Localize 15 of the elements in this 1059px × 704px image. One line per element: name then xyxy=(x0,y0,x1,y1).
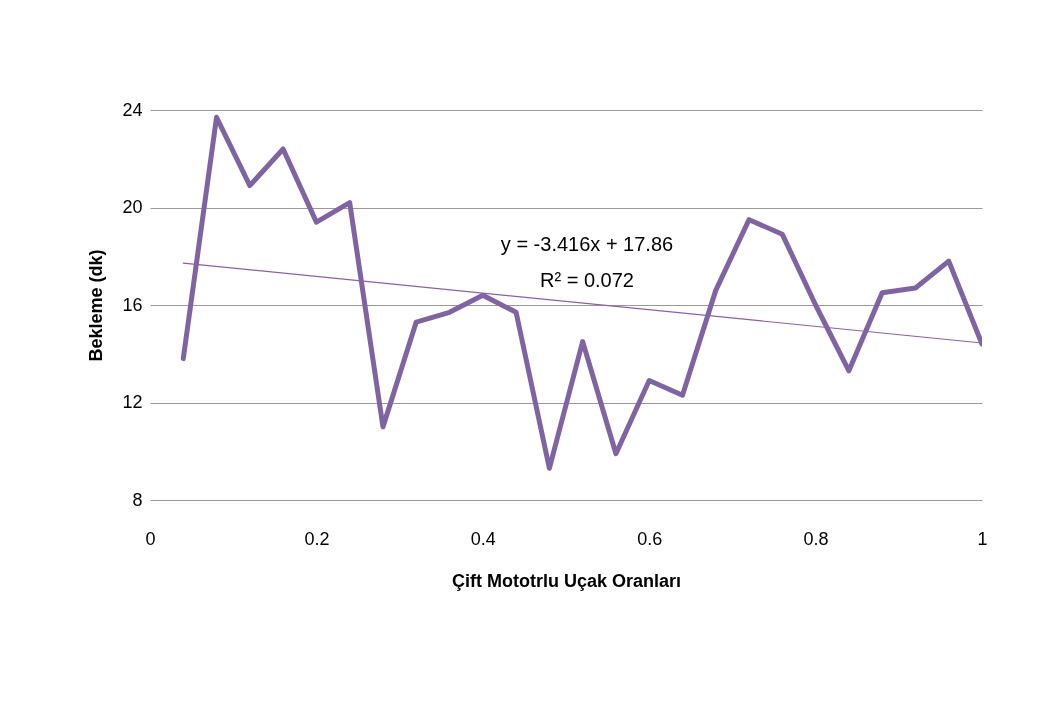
x-tick-label: 1 xyxy=(977,528,988,549)
x-tick-label: 0.8 xyxy=(803,528,829,549)
y-tick-label: 16 xyxy=(122,294,143,315)
x-tick-label: 0 xyxy=(145,528,156,549)
x-tick-label: 0.2 xyxy=(304,528,330,549)
x-tick-label: 0.4 xyxy=(470,528,496,549)
y-tick-label: 20 xyxy=(122,197,143,217)
y-tick-label: 8 xyxy=(132,489,143,510)
annotation: R² = 0.072 xyxy=(540,269,634,291)
y-axis-title: Bekleme (dk) xyxy=(86,249,107,362)
x-tick-label: 0.6 xyxy=(637,528,663,549)
annotation: y = -3.416x + 17.86 xyxy=(500,233,674,255)
y-tick-label: 12 xyxy=(122,392,143,412)
y-tick-label: 24 xyxy=(122,99,143,120)
x-axis-title: Çift Mototrlu Uçak Oranları xyxy=(451,570,682,591)
